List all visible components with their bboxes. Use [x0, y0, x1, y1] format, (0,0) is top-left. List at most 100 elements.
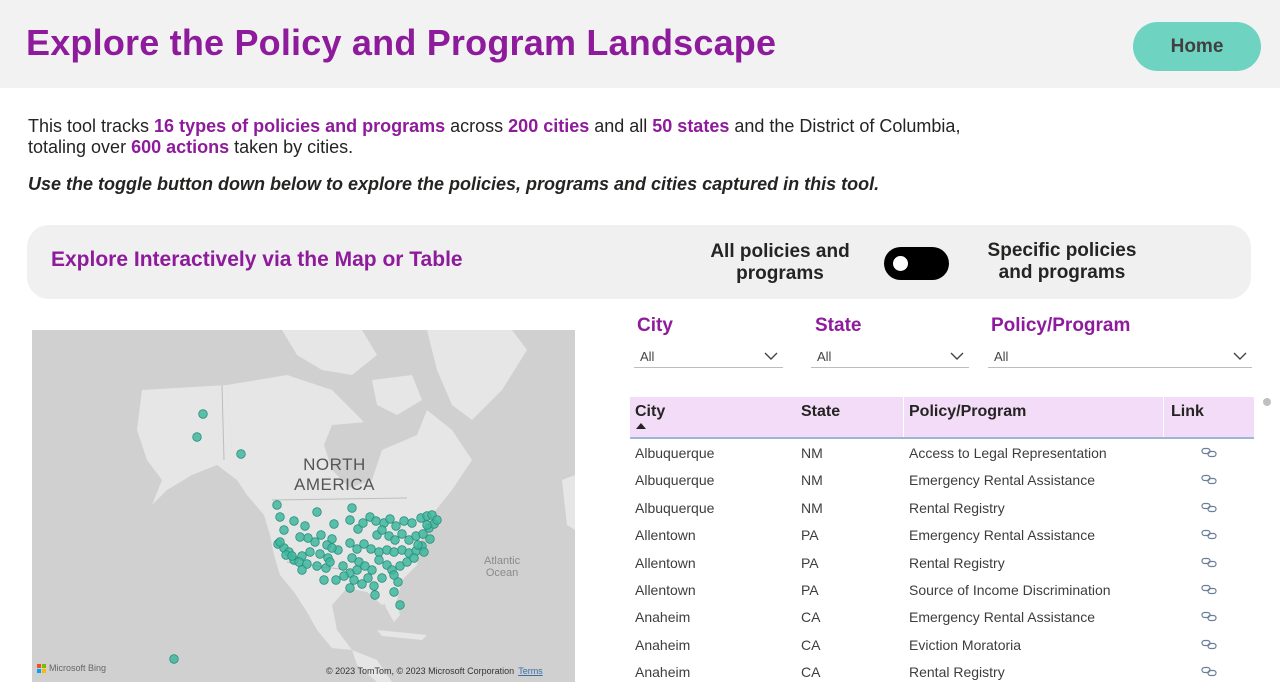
- link-icon[interactable]: [1201, 474, 1217, 485]
- city-map-marker[interactable]: [345, 583, 355, 593]
- city-map-marker[interactable]: [395, 561, 405, 571]
- city-map-marker[interactable]: [338, 561, 348, 571]
- column-header-state[interactable]: State: [801, 403, 841, 420]
- city-map-marker[interactable]: [289, 516, 299, 526]
- city-map-marker[interactable]: [327, 534, 337, 544]
- city-map-marker[interactable]: [407, 518, 417, 528]
- city-map-marker[interactable]: [349, 575, 359, 585]
- scrollbar-handle[interactable]: [1263, 398, 1271, 406]
- city-map-marker[interactable]: [432, 515, 442, 525]
- city-map-marker[interactable]: [272, 500, 282, 510]
- city-map-marker[interactable]: [275, 512, 285, 522]
- city-map-marker[interactable]: [367, 565, 377, 575]
- city-map-marker[interactable]: [425, 534, 435, 544]
- city-map-marker[interactable]: [371, 516, 381, 526]
- city-map-marker[interactable]: [339, 571, 349, 581]
- toggle-label-all[interactable]: All policies and programs: [710, 241, 850, 284]
- city-map-marker[interactable]: [389, 547, 399, 557]
- table-row[interactable]: Albuquerque NM Rental Registry: [630, 494, 1254, 521]
- city-map-marker[interactable]: [369, 581, 379, 591]
- city-map-marker[interactable]: [374, 555, 384, 565]
- state-filter-dropdown[interactable]: All: [811, 344, 969, 368]
- table-row[interactable]: Albuquerque NM Access to Legal Representat…: [630, 439, 1254, 466]
- city-map-marker[interactable]: [358, 518, 368, 528]
- city-map-marker[interactable]: [374, 547, 384, 557]
- city-map-marker[interactable]: [418, 529, 428, 539]
- table-row[interactable]: Allentown PA Emergency Rental Assistance: [630, 521, 1254, 548]
- city-map-marker[interactable]: [287, 551, 297, 561]
- city-map-marker[interactable]: [397, 529, 407, 539]
- city-map-marker[interactable]: [236, 449, 246, 459]
- city-map-marker[interactable]: [366, 544, 376, 554]
- city-map-marker[interactable]: [404, 535, 414, 545]
- city-map-marker[interactable]: [413, 540, 423, 550]
- link-icon[interactable]: [1201, 529, 1217, 540]
- city-map-marker[interactable]: [393, 577, 403, 587]
- city-map-marker[interactable]: [359, 539, 369, 549]
- table-row[interactable]: Allentown PA Source of Income Discriminati…: [630, 576, 1254, 603]
- city-map-marker[interactable]: [363, 573, 373, 583]
- table-row[interactable]: Anaheim CA Rental Registry: [630, 658, 1254, 685]
- column-header-city[interactable]: City: [635, 403, 666, 420]
- link-icon[interactable]: [1201, 502, 1217, 513]
- home-button[interactable]: Home: [1133, 22, 1261, 71]
- link-icon[interactable]: [1201, 447, 1217, 458]
- city-map-marker[interactable]: [302, 559, 312, 569]
- city-map-marker[interactable]: [295, 532, 305, 542]
- column-header-policy[interactable]: Policy/Program: [909, 403, 1027, 420]
- link-icon[interactable]: [1201, 639, 1217, 650]
- city-map-marker[interactable]: [327, 543, 337, 553]
- city-map-marker[interactable]: [385, 514, 395, 524]
- city-map-marker[interactable]: [422, 520, 432, 530]
- city-map-marker[interactable]: [391, 521, 401, 531]
- city-map-marker[interactable]: [279, 525, 289, 535]
- city-map-marker[interactable]: [312, 507, 322, 517]
- city-map-marker[interactable]: [345, 515, 355, 525]
- link-icon[interactable]: [1201, 666, 1217, 677]
- city-map-marker[interactable]: [303, 533, 313, 543]
- city-map-marker[interactable]: [419, 547, 429, 557]
- map-terms-link[interactable]: Terms: [518, 666, 543, 676]
- city-map-marker[interactable]: [395, 600, 405, 610]
- city-map-marker[interactable]: [409, 553, 419, 563]
- sort-ascending-icon[interactable]: [636, 423, 646, 429]
- city-map-marker[interactable]: [389, 570, 399, 580]
- table-row[interactable]: Allentown PA Rental Registry: [630, 549, 1254, 576]
- city-map-marker[interactable]: [316, 530, 326, 540]
- city-filter-dropdown[interactable]: All: [634, 344, 783, 368]
- link-icon[interactable]: [1201, 611, 1217, 622]
- city-map-marker[interactable]: [399, 516, 409, 526]
- city-map-marker[interactable]: [275, 537, 285, 547]
- city-map-marker[interactable]: [325, 557, 335, 567]
- city-map-marker[interactable]: [377, 525, 387, 535]
- city-map-marker[interactable]: [312, 561, 322, 571]
- city-map-marker[interactable]: [294, 557, 304, 567]
- city-map-marker[interactable]: [357, 579, 367, 589]
- policy-filter-dropdown[interactable]: All: [988, 344, 1252, 368]
- city-map-marker[interactable]: [297, 565, 307, 575]
- table-row[interactable]: Albuquerque NM Emergency Rental Assistance: [630, 466, 1254, 493]
- city-map-marker[interactable]: [305, 547, 315, 557]
- city-map-marker[interactable]: [352, 544, 362, 554]
- city-map-marker[interactable]: [360, 561, 370, 571]
- column-header-link[interactable]: Link: [1171, 403, 1204, 420]
- city-map-marker[interactable]: [329, 519, 339, 529]
- toggle-label-specific[interactable]: Specific policies and programs: [987, 240, 1137, 283]
- city-map-marker[interactable]: [192, 432, 202, 442]
- view-toggle-switch[interactable]: [884, 247, 949, 280]
- city-map-marker[interactable]: [310, 537, 320, 547]
- city-map-marker[interactable]: [377, 573, 387, 583]
- link-icon[interactable]: [1201, 557, 1217, 568]
- city-map-marker[interactable]: [319, 575, 329, 585]
- city-map-marker[interactable]: [300, 521, 310, 531]
- city-map-marker[interactable]: [315, 549, 325, 559]
- table-row[interactable]: Anaheim CA Emergency Rental Assistance: [630, 603, 1254, 630]
- city-map-marker[interactable]: [169, 654, 179, 664]
- city-map-marker[interactable]: [402, 557, 412, 567]
- link-icon[interactable]: [1201, 584, 1217, 595]
- city-map-marker[interactable]: [347, 553, 357, 563]
- city-map-marker[interactable]: [345, 538, 355, 548]
- city-map-marker[interactable]: [347, 503, 357, 513]
- city-map-marker[interactable]: [352, 565, 362, 575]
- map-visual[interactable]: NORTH AMERICA Atlantic Ocean Microsoft B…: [32, 330, 575, 682]
